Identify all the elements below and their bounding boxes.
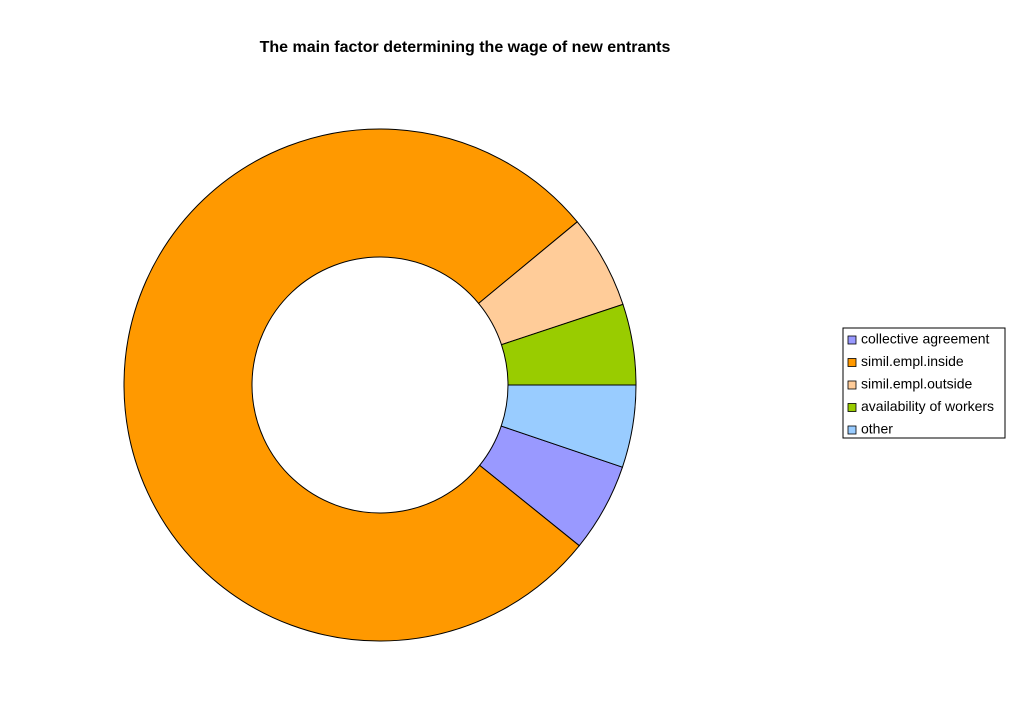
legend-label: collective agreement [861,331,990,347]
donut-slice [123,128,580,642]
legend-label: simil.empl.inside [861,353,964,369]
legend-swatch [847,403,857,412]
donut-slice [500,384,637,468]
legend-box [842,327,1006,439]
legend-swatch [847,380,857,390]
legend-label: other [861,421,893,437]
legend-label: availability of workers [861,398,994,414]
legend-swatch [847,335,857,345]
legend-swatch [847,425,857,435]
chart-title: The main factor determining the wage of … [260,39,671,56]
legend-label: simil.empl.outside [861,376,972,392]
legend-swatch [847,358,857,367]
